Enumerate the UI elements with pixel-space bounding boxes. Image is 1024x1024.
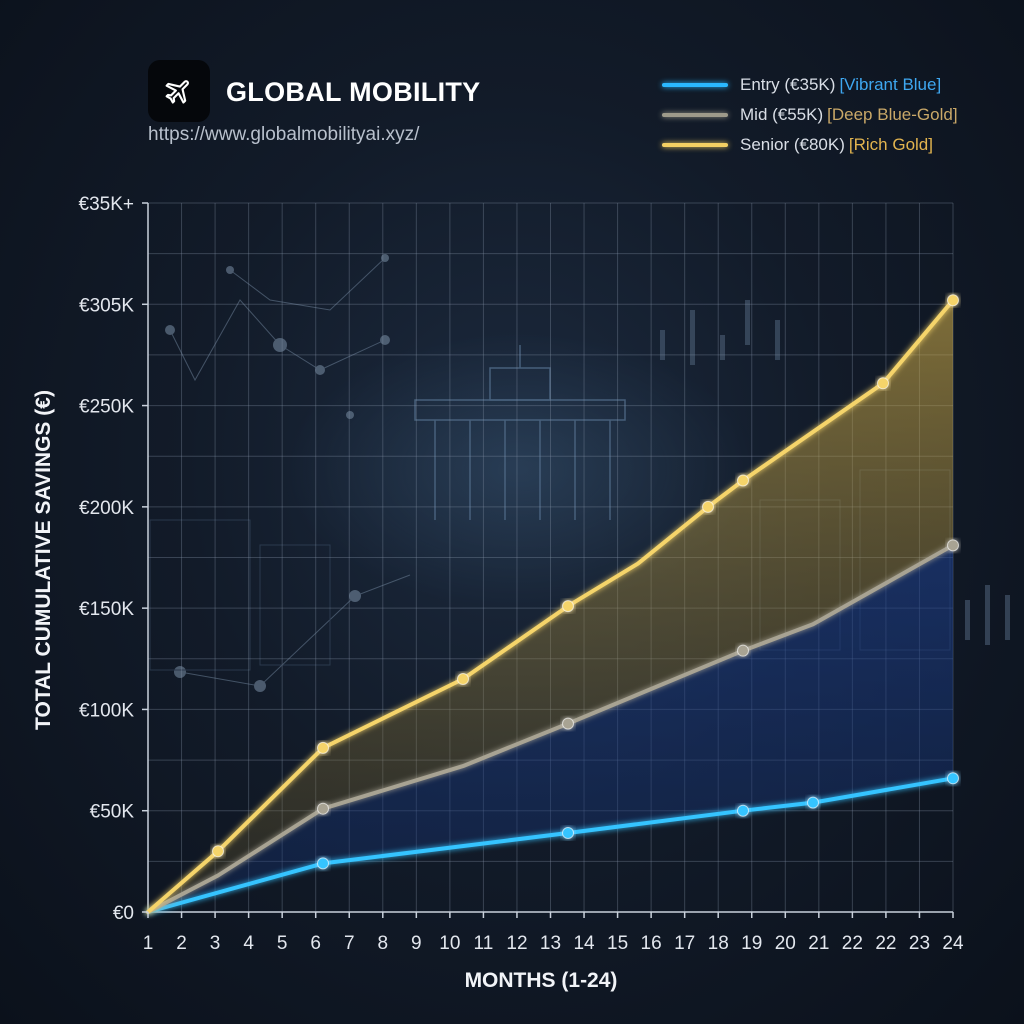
legend-label-entry: Entry (€35K) <box>740 75 836 94</box>
legend-tag-mid: [Deep Blue-Gold] <box>827 105 958 124</box>
data-point-entry <box>317 857 329 870</box>
y-tick-label: €0 <box>113 903 134 924</box>
x-tick-label: 16 <box>641 933 662 954</box>
x-tick-label: 17 <box>674 933 695 954</box>
y-axis-title: TOTAL CUMULATIVE SAVINGS (€) <box>32 390 55 730</box>
x-tick-label: 6 <box>310 933 321 954</box>
x-tick-label: 5 <box>277 933 288 954</box>
x-tick-label: 4 <box>243 933 254 954</box>
x-tick-label: 11 <box>474 933 494 954</box>
y-tick-label: €50K <box>90 802 135 823</box>
landmark-glow <box>280 330 760 610</box>
legend-label-senior: Senior (€80K) <box>740 135 845 154</box>
y-tick-label: €305K <box>79 295 134 316</box>
data-point-senior <box>947 294 959 307</box>
x-tick-label: 24 <box>942 933 964 954</box>
legend-tag-senior: [Rich Gold] <box>848 135 933 154</box>
legend-item-mid[interactable]: Mid (€55K) [Deep Blue-Gold] <box>662 100 958 130</box>
legend-item-entry[interactable]: Entry (€35K) [Vibrant Blue] <box>662 70 958 100</box>
x-tick-label: 2 <box>176 933 187 954</box>
x-tick-label: 19 <box>741 933 762 954</box>
data-point-mid <box>562 717 574 730</box>
y-axis-ticks: €0 €50K €100K €150K €200K €250K €305K €35K+ <box>79 194 148 924</box>
candlestick-decoration <box>660 300 1010 645</box>
x-tick-label: 7 <box>344 933 355 954</box>
mid-entry-band-area <box>148 545 953 912</box>
x-tick-label: 14 <box>573 933 595 954</box>
chart-markers <box>212 294 959 870</box>
data-point-entry <box>807 796 819 809</box>
x-tick-label: 13 <box>540 933 561 954</box>
x-tick-label: 1 <box>143 933 154 954</box>
series-line-entry <box>146 776 955 914</box>
data-point-senior <box>562 600 574 613</box>
y-tick-label: €35K+ <box>79 194 134 215</box>
x-tick-label: 9 <box>411 933 422 954</box>
chart-areas <box>148 300 953 912</box>
series-line-mid <box>146 543 955 914</box>
network-lines <box>169 257 411 687</box>
data-point-entry <box>562 826 574 839</box>
logo[interactable] <box>148 60 210 122</box>
airplane-icon <box>165 80 189 104</box>
chart-legend: Entry (€35K) [Vibrant Blue] Mid (€55K) [… <box>662 70 958 160</box>
data-point-entry <box>947 772 959 785</box>
legend-item-senior[interactable]: Senior (€80K) [Rich Gold] <box>662 130 958 160</box>
network-nodes <box>165 254 390 692</box>
senior-mid-band-area <box>148 300 953 912</box>
y-tick-label: €100K <box>79 700 134 721</box>
x-tick-label: 15 <box>607 933 628 954</box>
x-tick-label: 10 <box>439 933 460 954</box>
chart-series-lines <box>146 298 955 914</box>
x-tick-label: 8 <box>378 933 389 954</box>
data-point-senior <box>877 377 889 390</box>
x-tick-label: 23 <box>909 933 930 954</box>
data-point-senior <box>212 845 224 858</box>
data-point-mid <box>737 644 749 657</box>
x-axis-ticks: 1 2 3 4 5 6 7 8 9 10 11 12 13 14 15 16 17 18 19 20 21 22 22 23 2… <box>143 912 964 954</box>
legend-swatch-senior <box>662 143 728 147</box>
legend-label-mid: Mid (€55K) <box>740 105 824 124</box>
legend-swatch-mid <box>662 113 728 117</box>
y-tick-label: €200K <box>79 498 134 519</box>
legend-tag-entry: [Vibrant Blue] <box>839 75 942 94</box>
x-axis-title: MONTHS (1-24) <box>465 969 618 992</box>
data-point-mid <box>947 539 959 552</box>
x-tick-label: 21 <box>808 933 829 954</box>
x-tick-label: 12 <box>506 933 527 954</box>
y-tick-label: €150K <box>79 599 134 620</box>
x-tick-label: 22 <box>875 933 896 954</box>
x-tick-label: 22 <box>842 933 863 954</box>
data-point-entry <box>737 804 749 817</box>
data-point-senior <box>457 673 469 686</box>
series-line-senior <box>146 298 955 914</box>
gate-landmark-icon <box>414 345 626 520</box>
brand-url-link[interactable]: https://www.globalmobilityai.xyz/ <box>148 124 420 145</box>
data-point-senior <box>737 474 749 487</box>
x-tick-label: 3 <box>210 933 221 954</box>
data-point-senior <box>317 741 329 754</box>
data-point-mid <box>317 802 329 815</box>
data-point-senior <box>702 500 714 513</box>
x-tick-label: 20 <box>775 933 796 954</box>
x-tick-label: 18 <box>708 933 729 954</box>
y-tick-label: €250K <box>79 397 134 418</box>
legend-swatch-entry <box>662 83 728 87</box>
brand-name: GLOBAL MOBILITY <box>226 77 481 107</box>
